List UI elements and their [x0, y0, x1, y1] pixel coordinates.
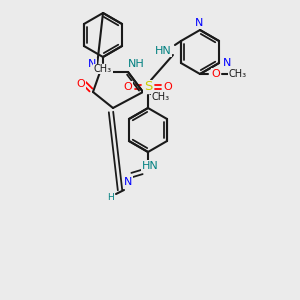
Text: HN: HN — [154, 46, 171, 56]
Text: N: N — [124, 177, 132, 187]
Text: CH₃: CH₃ — [229, 69, 247, 79]
Text: N: N — [195, 18, 203, 28]
Text: HN: HN — [142, 161, 158, 171]
Text: N: N — [88, 59, 96, 69]
Text: O: O — [164, 82, 172, 92]
Text: H: H — [106, 194, 113, 202]
Text: O: O — [212, 69, 220, 79]
Text: CH₃: CH₃ — [152, 92, 170, 102]
Text: N: N — [223, 58, 231, 68]
Text: O: O — [76, 79, 85, 89]
Text: CH₃: CH₃ — [94, 64, 112, 74]
Text: S: S — [144, 80, 152, 94]
Text: NH: NH — [128, 59, 144, 69]
Text: O: O — [124, 82, 132, 92]
